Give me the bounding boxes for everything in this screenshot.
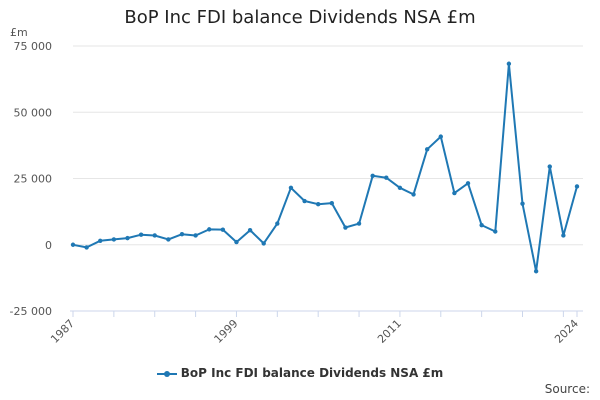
y-tick-label: 50 000 (14, 106, 53, 119)
data-point (370, 173, 375, 179)
source-label: Source: (544, 382, 590, 396)
axes: £m -25 000 0 25 000 50 000 75 000 1987 1999 2011… (10, 26, 583, 346)
y-tick-label: -25 000 (10, 305, 52, 318)
data-point (138, 232, 144, 237)
data-point (547, 164, 552, 169)
x-tick-label: 1987 (48, 317, 77, 346)
data-point (234, 239, 239, 245)
x-tick-label: 1999 (212, 317, 241, 346)
data-point (70, 242, 76, 247)
data-point (247, 227, 253, 233)
y-tick-label: 25 000 (14, 173, 53, 186)
y-unit-label: £m (10, 26, 28, 39)
data-point (220, 227, 226, 232)
data-point (98, 238, 103, 243)
data-point (343, 225, 348, 230)
data-point (438, 134, 443, 139)
data-point (574, 184, 580, 189)
data-point (207, 227, 212, 232)
data-point (520, 201, 525, 206)
data-point (111, 237, 117, 242)
y-tick-label: 75 000 (14, 40, 53, 53)
data-point (411, 192, 416, 197)
legend-label: BoP Inc FDI balance Dividends NSA £m (180, 366, 444, 380)
data-point (152, 233, 157, 238)
data-point (84, 245, 89, 250)
data-point (424, 147, 430, 152)
data-point (356, 221, 362, 226)
data-point (329, 200, 335, 206)
data-point (179, 231, 185, 237)
data-point (533, 269, 539, 274)
data-point (479, 222, 484, 228)
data-point (506, 61, 512, 66)
data-point (384, 175, 389, 180)
data-point (493, 229, 498, 234)
data-point (561, 233, 566, 238)
data-point (465, 181, 471, 186)
data-point (166, 237, 171, 242)
series-line (72, 62, 578, 273)
chart-title: BoP Inc FDI balance Dividends NSA £m (124, 7, 476, 28)
data-point (261, 241, 266, 246)
legend[interactable]: BoP Inc FDI balance Dividends NSA £m (0, 366, 600, 380)
x-tick-label: 2024 (552, 317, 581, 346)
data-point (125, 235, 130, 241)
data-point (288, 185, 294, 190)
data-point (302, 198, 307, 204)
x-tick-label: 2011 (375, 317, 404, 346)
data-point (397, 185, 403, 190)
data-point (452, 190, 457, 196)
legend-swatch-icon (156, 369, 177, 379)
data-point (315, 202, 321, 207)
data-point (193, 233, 198, 238)
data-point (275, 221, 280, 226)
y-tick-label: 0 (45, 239, 52, 252)
series-layer (70, 61, 580, 274)
